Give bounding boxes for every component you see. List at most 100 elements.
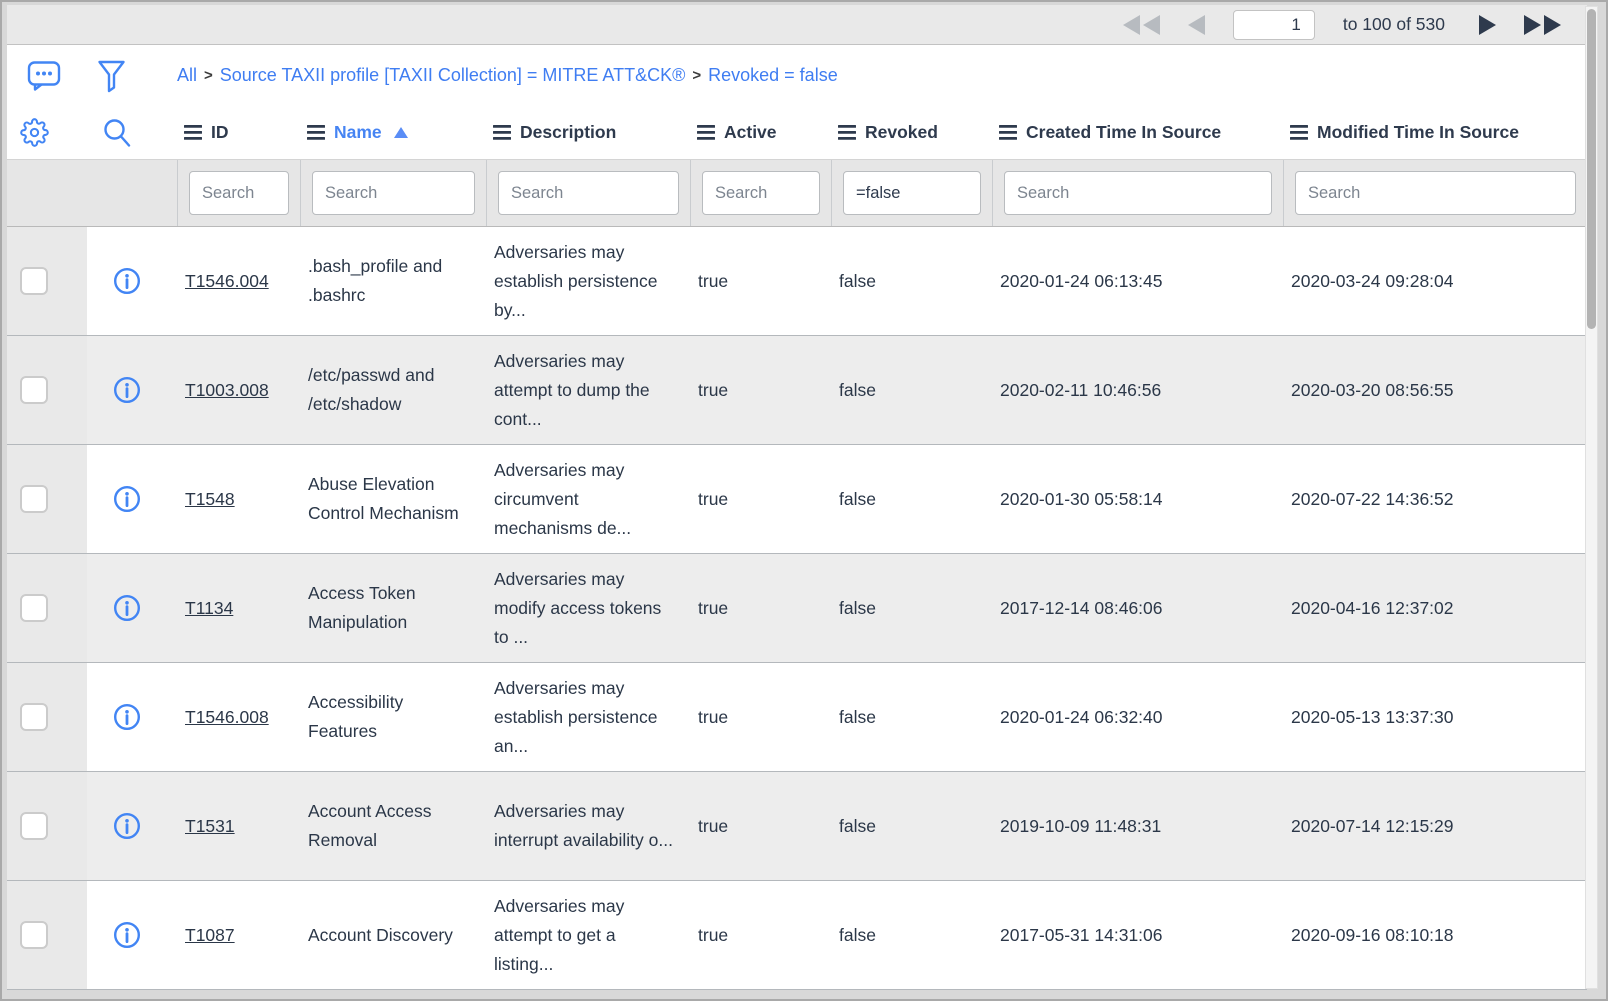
- table-row: T1546.008 Accessibility Features Adversa…: [7, 663, 1587, 772]
- comment-icon: [27, 60, 61, 91]
- column-header-modified-time-in-source[interactable]: Modified Time In Source: [1283, 122, 1587, 143]
- modified-time-cell: 2020-09-16 08:10:18: [1291, 924, 1454, 945]
- revoked-cell: false: [839, 488, 876, 509]
- info-icon: [113, 703, 141, 731]
- row-checkbox[interactable]: [20, 594, 48, 622]
- column-menu-icon[interactable]: [1290, 124, 1308, 140]
- vertical-scrollbar[interactable]: [1585, 6, 1598, 989]
- row-checkbox[interactable]: [20, 703, 48, 731]
- row-info-button[interactable]: [87, 485, 177, 513]
- record-id-link[interactable]: T1531: [185, 815, 235, 836]
- search-input-active[interactable]: [702, 171, 820, 215]
- record-id-link[interactable]: T1003.008: [185, 379, 269, 400]
- row-info-button[interactable]: [87, 921, 177, 949]
- record-id-link[interactable]: T1087: [185, 924, 235, 945]
- row-info-button[interactable]: [87, 376, 177, 404]
- revoked-cell: false: [839, 815, 876, 836]
- search-input-name[interactable]: [312, 171, 475, 215]
- previous-page-icon: [1187, 14, 1205, 35]
- first-page-button[interactable]: [1122, 14, 1160, 35]
- pagination-range-label: to 100 of 530: [1342, 14, 1445, 34]
- row-info-button[interactable]: [87, 703, 177, 731]
- row-info-button[interactable]: [87, 594, 177, 622]
- column-header-label: Revoked: [865, 121, 938, 142]
- filter-button[interactable]: [87, 58, 177, 93]
- column-header-active[interactable]: Active: [690, 122, 831, 143]
- scrollbar-thumb[interactable]: [1587, 9, 1596, 329]
- modified-time-cell: 2020-07-14 12:15:29: [1291, 815, 1454, 836]
- search-cell: [1283, 160, 1587, 226]
- modified-time-cell: 2020-03-20 08:56:55: [1291, 379, 1454, 400]
- name-cell: Account Access Removal: [308, 801, 432, 850]
- search-input-created[interactable]: [1004, 171, 1272, 215]
- column-menu-icon[interactable]: [493, 124, 511, 140]
- name-cell: /etc/passwd and /etc/shadow: [308, 365, 435, 414]
- breadcrumb-link-taxii-profile[interactable]: Source TAXII profile [TAXII Collection] …: [219, 64, 686, 85]
- info-icon: [113, 267, 141, 295]
- table-body: T1546.004 .bash_profile and .bashrc Adve…: [7, 227, 1587, 990]
- name-cell: Abuse Elevation Control Mechanism: [308, 474, 459, 523]
- breadcrumb: All > Source TAXII profile [TAXII Collec…: [177, 65, 1587, 86]
- gear-icon: [20, 117, 49, 147]
- description-cell: Adversaries may attempt to dump the cont…: [494, 350, 650, 429]
- name-cell: Account Discovery: [308, 924, 453, 945]
- active-cell: true: [698, 597, 729, 618]
- last-page-button[interactable]: [1524, 14, 1561, 35]
- info-icon: [113, 485, 141, 513]
- personalize-list-button[interactable]: [7, 117, 87, 147]
- search-input-id[interactable]: [189, 171, 289, 215]
- column-menu-icon[interactable]: [184, 124, 202, 140]
- search-input-revoked[interactable]: [843, 171, 981, 215]
- info-icon: [113, 376, 141, 404]
- row-checkbox[interactable]: [20, 267, 48, 295]
- previous-page-button[interactable]: [1187, 14, 1205, 35]
- search-input-modified[interactable]: [1295, 171, 1576, 215]
- list-search-button[interactable]: [87, 117, 177, 148]
- row-checkbox[interactable]: [20, 921, 48, 949]
- row-info-button[interactable]: [87, 267, 177, 295]
- column-header-label: Active: [724, 121, 777, 142]
- row-checkbox[interactable]: [20, 485, 48, 513]
- created-time-cell: 2019-10-09 11:48:31: [1000, 815, 1162, 836]
- search-cell: [300, 160, 486, 226]
- record-id-link[interactable]: T1546.008: [185, 706, 269, 727]
- record-id-link[interactable]: T1546.004: [185, 270, 269, 291]
- table-row: T1003.008 /etc/passwd and /etc/shadow Ad…: [7, 336, 1587, 445]
- name-cell: .bash_profile and .bashrc: [308, 256, 443, 305]
- column-menu-icon[interactable]: [307, 124, 325, 140]
- created-time-cell: 2020-01-24 06:13:45: [1000, 270, 1163, 291]
- column-menu-icon[interactable]: [999, 124, 1017, 140]
- breadcrumb-link-revoked-false[interactable]: Revoked = false: [708, 64, 838, 85]
- info-icon: [113, 594, 141, 622]
- active-cell: true: [698, 270, 729, 291]
- breadcrumb-link-all[interactable]: All: [177, 64, 198, 85]
- row-select-cell: [7, 663, 87, 771]
- column-header-name[interactable]: Name: [300, 122, 486, 143]
- active-cell: true: [698, 488, 729, 509]
- created-time-cell: 2020-01-30 05:58:14: [1000, 488, 1163, 509]
- record-id-link[interactable]: T1548: [185, 488, 235, 509]
- list-panel: to 100 of 530: [7, 5, 1587, 990]
- description-cell: Adversaries may establish persistence by…: [494, 241, 658, 320]
- column-header-revoked[interactable]: Revoked: [831, 122, 992, 143]
- search-row-gutter: [7, 160, 87, 226]
- search-input-description[interactable]: [498, 171, 679, 215]
- comment-button[interactable]: [7, 60, 87, 91]
- row-checkbox[interactable]: [20, 812, 48, 840]
- column-menu-icon[interactable]: [697, 124, 715, 140]
- info-icon: [113, 812, 141, 840]
- column-menu-icon[interactable]: [838, 124, 856, 140]
- page-number-input[interactable]: [1232, 9, 1315, 40]
- record-id-link[interactable]: T1134: [185, 597, 234, 618]
- column-header-created-time-in-source[interactable]: Created Time In Source: [992, 122, 1283, 143]
- created-time-cell: 2017-05-31 14:31:06: [1000, 924, 1163, 945]
- row-checkbox[interactable]: [20, 376, 48, 404]
- description-cell: Adversaries may attempt to get a listing…: [494, 895, 625, 974]
- column-header-description[interactable]: Description: [486, 122, 690, 143]
- row-select-cell: [7, 881, 87, 989]
- description-cell: Adversaries may interrupt availability o…: [494, 801, 673, 850]
- modified-time-cell: 2020-04-16 12:37:02: [1291, 597, 1454, 618]
- next-page-button[interactable]: [1479, 14, 1496, 35]
- column-header-id[interactable]: ID: [177, 122, 300, 143]
- row-info-button[interactable]: [87, 812, 177, 840]
